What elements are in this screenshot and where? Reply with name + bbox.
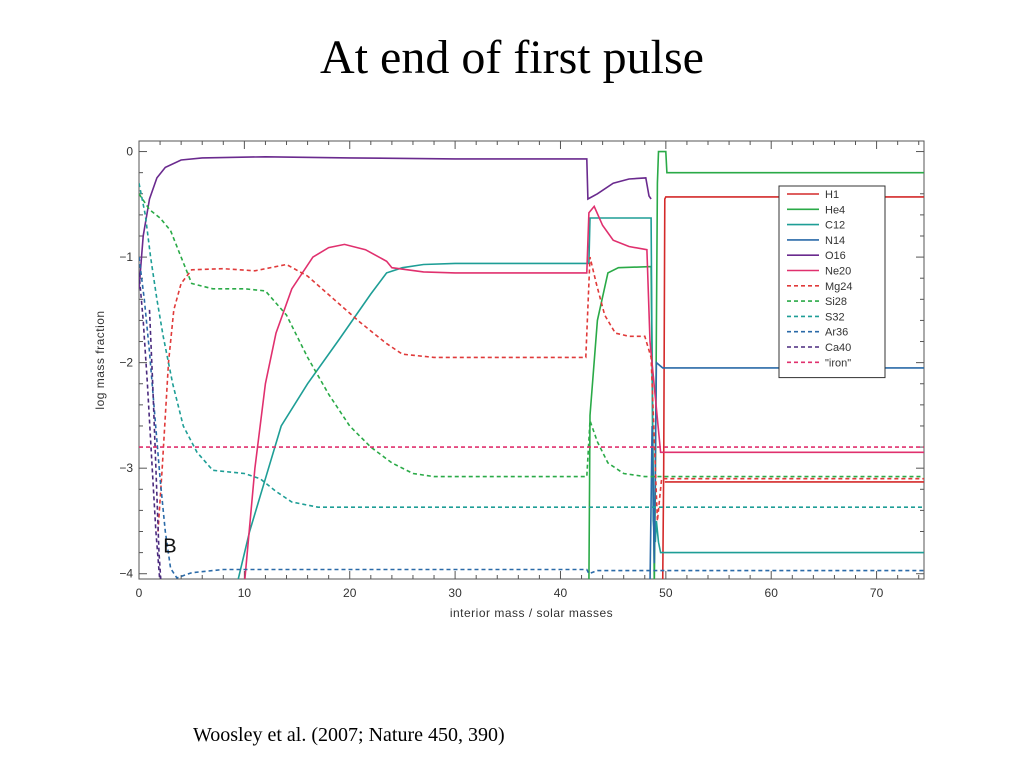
legend-label: Ar36	[825, 327, 848, 339]
series-si28	[139, 193, 924, 478]
series-s32	[139, 183, 924, 508]
x-tick-label: 30	[448, 586, 462, 600]
series-layer	[139, 150, 924, 579]
y-tick-label: −4	[119, 567, 133, 581]
legend-label: Ca40	[825, 342, 851, 354]
legend-label: O16	[825, 250, 846, 262]
y-axis-label: log mass fraction	[93, 310, 107, 409]
x-tick-label: 20	[343, 586, 357, 600]
y-tick-label: −2	[119, 356, 133, 370]
x-tick-label: 0	[136, 586, 143, 600]
series-h1	[661, 196, 924, 579]
legend: H1 He4 C12 N14 O16 Ne20 Mg24 Si28 S32 Ar36 Ca40 "ir…	[778, 185, 886, 379]
series-ca40	[139, 272, 161, 579]
series-c12	[237, 217, 924, 579]
series-ca40	[148, 309, 162, 579]
plot-frame	[138, 140, 925, 580]
legend-box	[778, 185, 886, 379]
legend-label: C12	[825, 220, 845, 232]
plot-border	[138, 140, 925, 580]
x-tick-label: 60	[765, 586, 779, 600]
y-tick-label: 0	[126, 145, 133, 159]
legend-label: "iron"	[825, 357, 851, 369]
legend-label: S32	[825, 311, 845, 323]
series-ar36	[139, 257, 924, 579]
x-tick-label: 50	[659, 586, 673, 600]
legend-label: Si28	[825, 296, 847, 308]
series-mg24	[157, 256, 924, 532]
annotation-b: B	[163, 536, 176, 558]
x-axis-label: interior mass / solar masses	[450, 606, 613, 620]
legend-label: He4	[825, 204, 845, 216]
legend-label: Mg24	[825, 281, 853, 293]
slide-title: At end of first pulse	[320, 31, 704, 84]
tick-labels: 0 10 20 30 40 50 60 70 0 −1 −2 −3 −4	[119, 145, 883, 600]
y-tick-label: −1	[119, 250, 133, 264]
x-tick-label: 70	[870, 586, 884, 600]
y-tick-label: −3	[119, 461, 133, 475]
x-tick-label: 10	[238, 586, 252, 600]
series-n14	[649, 360, 924, 579]
legend-label: Ne20	[825, 266, 851, 278]
x-tick-label: 40	[554, 586, 568, 600]
series-ne20	[244, 204, 924, 579]
series-o16	[139, 155, 652, 289]
legend-label: H1	[825, 189, 839, 201]
legend-label: N14	[825, 235, 845, 247]
citation-caption: Woosley et al. (2007; Nature 450, 390)	[193, 724, 505, 746]
